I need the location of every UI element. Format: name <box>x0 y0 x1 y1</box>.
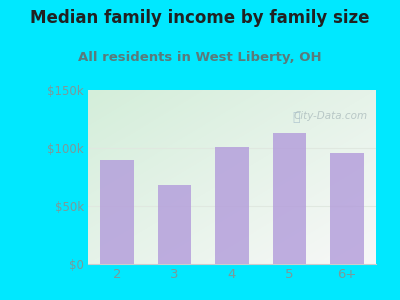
Bar <box>273 133 306 264</box>
Text: All residents in West Liberty, OH: All residents in West Liberty, OH <box>78 51 322 64</box>
Text: ⓐ: ⓐ <box>292 111 300 124</box>
Bar <box>330 153 364 264</box>
Text: City-Data.com: City-Data.com <box>293 111 367 121</box>
Bar <box>158 185 191 264</box>
Bar <box>100 160 134 264</box>
Text: Median family income by family size: Median family income by family size <box>30 9 370 27</box>
Bar <box>215 147 249 264</box>
